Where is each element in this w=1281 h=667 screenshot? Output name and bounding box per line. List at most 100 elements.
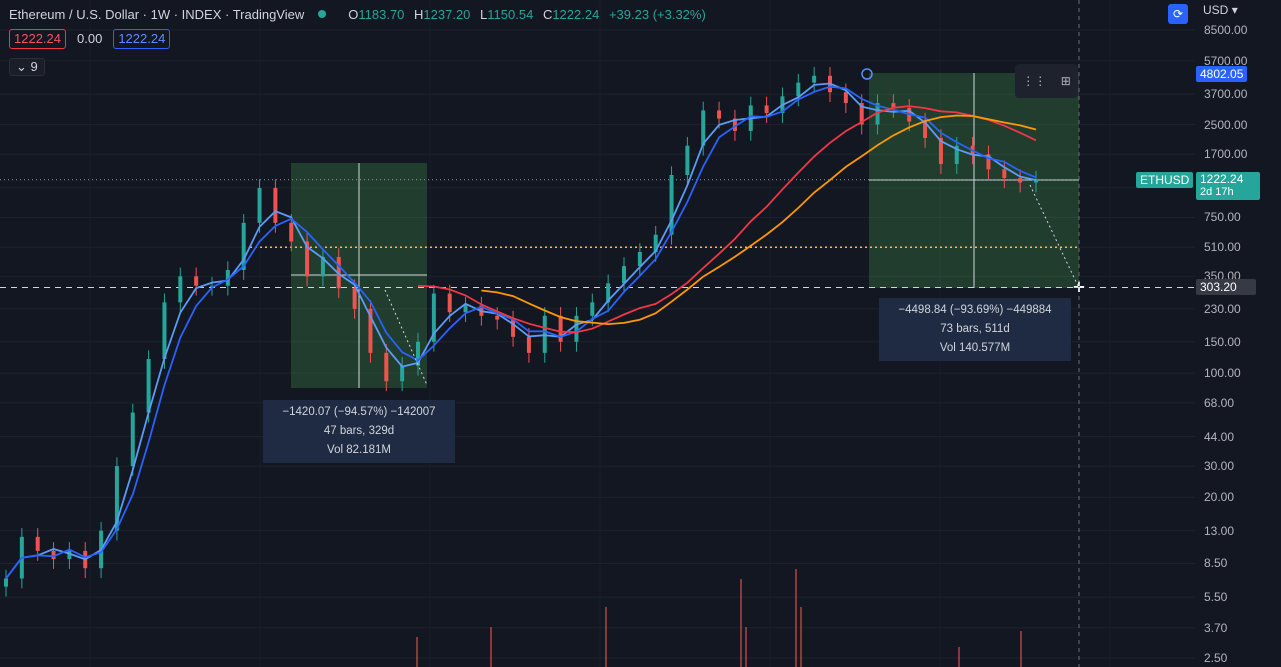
candle — [495, 315, 500, 320]
price-tick-label: 3.70 — [1204, 620, 1228, 635]
candle — [511, 319, 516, 337]
candle — [225, 270, 230, 286]
candle — [257, 187, 262, 223]
price-tick-label: 2500.00 — [1204, 117, 1248, 132]
ohlc-values: O1183.70 H1237.20 L1150.54 C1222.24 +39.… — [348, 6, 706, 22]
volume-bar — [800, 607, 802, 667]
candle — [986, 154, 991, 170]
candle — [384, 352, 389, 382]
add-widget-icon[interactable]: ⊞ — [1060, 74, 1071, 88]
floating-toolbar[interactable]: ⋮⋮ ⊞ — [1015, 64, 1078, 98]
candle — [241, 222, 246, 271]
volume-bar — [795, 569, 797, 667]
candle — [859, 103, 864, 125]
candle — [273, 187, 278, 223]
candle — [717, 110, 722, 119]
candle — [701, 110, 706, 146]
candle — [843, 92, 848, 104]
candle — [447, 293, 452, 313]
symbol-tag: ETHUSD — [1136, 172, 1194, 188]
candle — [685, 145, 690, 176]
candle — [178, 276, 183, 303]
indicator-value-blue[interactable]: 1222.24 — [113, 29, 171, 49]
volume-bar — [490, 627, 492, 667]
candle — [1034, 179, 1038, 183]
candle — [653, 234, 658, 252]
candle — [1002, 169, 1007, 179]
ath-price-tag: 4802.05 — [1196, 66, 1248, 82]
price-tick-label: 8500.00 — [1204, 23, 1248, 37]
price-tick-label: 13.00 — [1204, 523, 1235, 538]
price-tick-label: 100.00 — [1204, 366, 1241, 381]
symbol-title[interactable]: Ethereum / U.S. Dollar · 1W · INDEX · Tr… — [9, 6, 305, 22]
candle — [558, 315, 563, 342]
candle — [812, 75, 817, 83]
volume-bar — [605, 607, 607, 667]
volume-bar — [745, 627, 747, 667]
currency-selector[interactable]: USD ▾ — [1203, 3, 1238, 17]
price-tick-label: 1700.00 — [1204, 147, 1248, 162]
candle — [400, 365, 405, 382]
candle — [622, 266, 626, 284]
candle — [526, 336, 531, 353]
candle — [606, 283, 611, 303]
ath-marker — [861, 68, 873, 80]
crosshair-price-tag: 303.20 — [1196, 279, 1256, 295]
candle — [305, 241, 310, 277]
candle — [590, 302, 595, 316]
indicators-count: 9 — [30, 59, 38, 74]
candle — [1018, 178, 1023, 183]
auto-scale-icon[interactable]: ⟳ — [1168, 4, 1188, 24]
candle — [764, 105, 769, 114]
candle — [669, 175, 674, 235]
candle — [320, 256, 325, 277]
candle — [289, 222, 294, 242]
candle — [732, 118, 737, 131]
ma-line-fast — [5, 82, 1037, 580]
volume-bar — [416, 637, 418, 667]
chevron-down-icon: ▾ — [1231, 3, 1238, 17]
candle — [954, 145, 959, 164]
candle — [336, 256, 341, 289]
candle — [162, 302, 167, 360]
candle — [796, 82, 801, 97]
candle — [637, 251, 642, 267]
projection-line — [384, 289, 428, 386]
crosshair-cursor-icon: ✛ — [1073, 280, 1085, 296]
candle — [938, 137, 943, 164]
change-value: +39.23 (+3.32%) — [608, 6, 706, 22]
price-tick-label: 8.50 — [1204, 556, 1228, 571]
volume-bar — [1020, 631, 1022, 667]
candle — [114, 466, 119, 531]
candle — [431, 293, 436, 342]
candle — [416, 341, 420, 366]
price-tick-label: 44.00 — [1204, 429, 1235, 444]
drag-handle-icon[interactable]: ⋮⋮ — [1022, 74, 1047, 88]
indicators-collapse-toggle[interactable]: ⌄ 9 — [9, 58, 45, 76]
candle — [574, 315, 579, 342]
measure-box-2018: −1420.07 (−94.57%) −142007 47 bars, 329d… — [263, 400, 455, 463]
price-tick-label: 5.50 — [1204, 590, 1228, 605]
price-tick-label: 30.00 — [1204, 459, 1235, 474]
indicator-value-red[interactable]: 1222.24 — [9, 29, 66, 49]
price-tick-label: 750.00 — [1204, 210, 1241, 225]
candle — [51, 550, 56, 560]
price-tick-label: 2.50 — [1204, 651, 1228, 665]
candle — [35, 536, 40, 551]
candle — [875, 103, 880, 125]
indicator-row: 1222.24 0.00 1222.24 — [9, 29, 171, 49]
candle — [463, 305, 468, 313]
candle — [923, 121, 928, 138]
ma-line-longer — [481, 114, 1037, 326]
price-tick-label: 150.00 — [1204, 334, 1241, 349]
market-status-icon — [318, 10, 327, 18]
projection-line — [1029, 184, 1080, 289]
chart-legend: Ethereum / U.S. Dollar · 1W · INDEX · Tr… — [9, 6, 712, 22]
candle — [194, 276, 199, 286]
indicator-value-zero: 0.00 — [77, 31, 103, 46]
ma-line-slow — [5, 85, 1037, 580]
candle — [146, 359, 151, 413]
candle — [352, 288, 357, 309]
last-price-tag: 1222.24 2d 17h — [1196, 172, 1260, 200]
